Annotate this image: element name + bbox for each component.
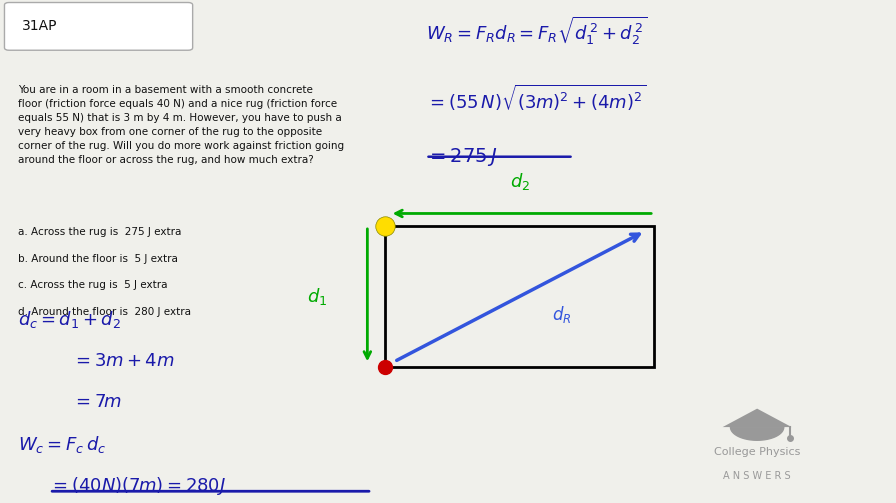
- Text: You are in a room in a basement with a smooth concrete
floor (friction force equ: You are in a room in a basement with a s…: [18, 86, 344, 165]
- Text: c. Across the rug is  5 J extra: c. Across the rug is 5 J extra: [18, 280, 168, 290]
- Text: $= (55\,N)\sqrt{(3m)^2 + (4m)^2}$: $= (55\,N)\sqrt{(3m)^2 + (4m)^2}$: [426, 83, 646, 113]
- Text: $d_c = d_1 + d_2$: $d_c = d_1 + d_2$: [18, 309, 121, 330]
- FancyBboxPatch shape: [4, 3, 193, 50]
- Text: b. Around the floor is  5 J extra: b. Around the floor is 5 J extra: [18, 254, 177, 264]
- Bar: [385, 226, 654, 367]
- Text: $d_R$: $d_R$: [552, 304, 572, 325]
- Polygon shape: [723, 408, 792, 427]
- Polygon shape: [730, 427, 784, 440]
- Text: 31AP: 31AP: [22, 19, 58, 33]
- Text: A N S W E R S: A N S W E R S: [723, 471, 791, 481]
- Text: a. Across the rug is  275 J extra: a. Across the rug is 275 J extra: [18, 227, 181, 237]
- Text: $= (40N)(7m) = 280J$: $= (40N)(7m) = 280J$: [49, 475, 227, 496]
- Text: $d_2$: $d_2$: [510, 171, 530, 192]
- Text: College Physics: College Physics: [714, 447, 800, 457]
- Text: $d_1$: $d_1$: [306, 286, 327, 307]
- Text: $W_c = F_c\, d_c$: $W_c = F_c\, d_c$: [18, 435, 106, 456]
- Text: $= 7m$: $= 7m$: [72, 393, 122, 411]
- Text: $= 3m + 4m$: $= 3m + 4m$: [72, 352, 174, 370]
- Text: $W_R = F_R d_R = F_R \sqrt{d_1^{\,2} + d_2^{\,2}}$: $W_R = F_R d_R = F_R \sqrt{d_1^{\,2} + d…: [426, 15, 647, 47]
- Text: $= 275\,J$: $= 275\,J$: [426, 146, 497, 167]
- Text: d. Around the floor is  280 J extra: d. Around the floor is 280 J extra: [18, 307, 191, 317]
